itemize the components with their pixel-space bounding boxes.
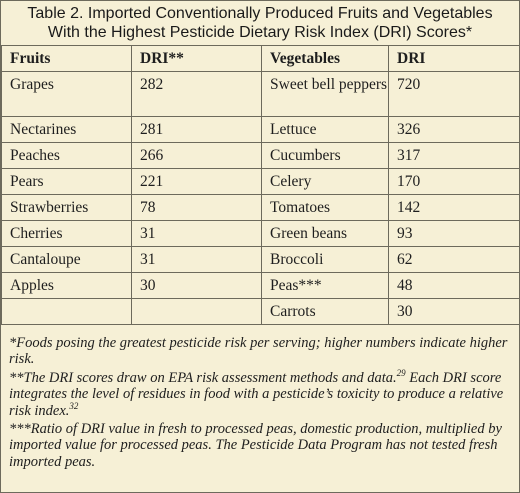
footnote-1: *Foods posing the greatest pesticide ris…	[9, 335, 508, 368]
fruit-dri-cell: 281	[131, 116, 262, 143]
vegetable-cell: Carrots	[261, 298, 389, 325]
table-row: Apples 30 Peas*** 48	[1, 272, 520, 299]
table-footnotes: *Foods posing the greatest pesticide ris…	[9, 335, 514, 472]
fruit-dri-cell: 30	[131, 272, 262, 299]
vegetable-cell: Sweet bell peppers	[261, 71, 389, 117]
fruit-cell: Cantaloupe	[1, 246, 132, 273]
table-row: Nectarines 281 Lettuce 326	[1, 116, 520, 143]
vegetable-cell: Celery	[261, 168, 389, 195]
table-row: Cantaloupe 31 Broccoli 62	[1, 246, 520, 273]
table-row: Peaches 266 Cucumbers 317	[1, 142, 520, 169]
header-dri-fruits: DRI**	[131, 45, 262, 72]
footnote-2: **The DRI scores draw on EPA risk assess…	[9, 367, 514, 419]
header-fruits: Fruits	[1, 45, 132, 72]
fruit-cell: Nectarines	[1, 116, 132, 143]
vegetable-dri-cell: 720	[388, 71, 520, 117]
fruit-cell: Pears	[1, 168, 132, 195]
table-title-line-2: With the Highest Pesticide Dietary Risk …	[47, 24, 473, 41]
fruit-dri-cell: 266	[131, 142, 262, 169]
header-vegetables: Vegetables	[261, 45, 389, 72]
header-dri-vegetables: DRI	[388, 45, 520, 72]
fruit-dri-cell: 31	[131, 246, 262, 273]
reference-32: 32	[69, 400, 79, 411]
footnote-3: ***Ratio of DRI value in fresh to proces…	[9, 421, 502, 470]
pesticide-dri-table: Fruits DRI** Vegetables DRI Grapes 282 S…	[1, 45, 520, 325]
table-title-line-1: Table 2. Imported Conventionally Produce…	[27, 5, 493, 22]
table-row: Cherries 31 Green beans 93	[1, 220, 520, 247]
vegetable-dri-cell: 30	[388, 298, 520, 325]
fruit-dri-cell: 221	[131, 168, 262, 195]
table-row: Pears 221 Celery 170	[1, 168, 520, 195]
fruit-dri-cell: 78	[131, 194, 262, 221]
vegetable-cell: Lettuce	[261, 116, 389, 143]
vegetable-dri-cell: 317	[388, 142, 520, 169]
vegetable-cell: Cucumbers	[261, 142, 389, 169]
fruit-dri-cell: 282	[131, 71, 262, 117]
footnote-2-text-b: Each DRI score integrates the level of r…	[9, 369, 504, 419]
fruit-cell	[1, 298, 132, 325]
vegetable-dri-cell: 170	[388, 168, 520, 195]
table-row: Strawberries 78 Tomatoes 142	[1, 194, 520, 221]
table-title: Table 2. Imported Conventionally Produce…	[1, 1, 519, 47]
vegetable-dri-cell: 48	[388, 272, 520, 299]
footnote-2-text-a: **The DRI scores draw on EPA risk assess…	[9, 369, 397, 386]
vegetable-cell: Tomatoes	[261, 194, 389, 221]
vegetable-dri-cell: 142	[388, 194, 520, 221]
vegetable-cell: Broccoli	[261, 246, 389, 273]
vegetable-cell: Green beans	[261, 220, 389, 247]
fruit-cell: Apples	[1, 272, 132, 299]
fruit-dri-cell: 31	[131, 220, 262, 247]
fruit-cell: Grapes	[1, 71, 132, 117]
table-row: Grapes 282 Sweet bell peppers 720	[1, 71, 520, 117]
fruit-cell: Strawberries	[1, 194, 132, 221]
header-row: Fruits DRI** Vegetables DRI	[1, 45, 520, 72]
vegetable-dri-cell: 326	[388, 116, 520, 143]
vegetable-dri-cell: 93	[388, 220, 520, 247]
vegetable-dri-cell: 62	[388, 246, 520, 273]
vegetable-cell: Peas***	[261, 272, 389, 299]
fruit-cell: Peaches	[1, 142, 132, 169]
reference-29: 29	[396, 367, 406, 378]
fruit-dri-cell	[131, 298, 262, 325]
table-row: Carrots 30	[1, 298, 520, 325]
fruit-cell: Cherries	[1, 220, 132, 247]
